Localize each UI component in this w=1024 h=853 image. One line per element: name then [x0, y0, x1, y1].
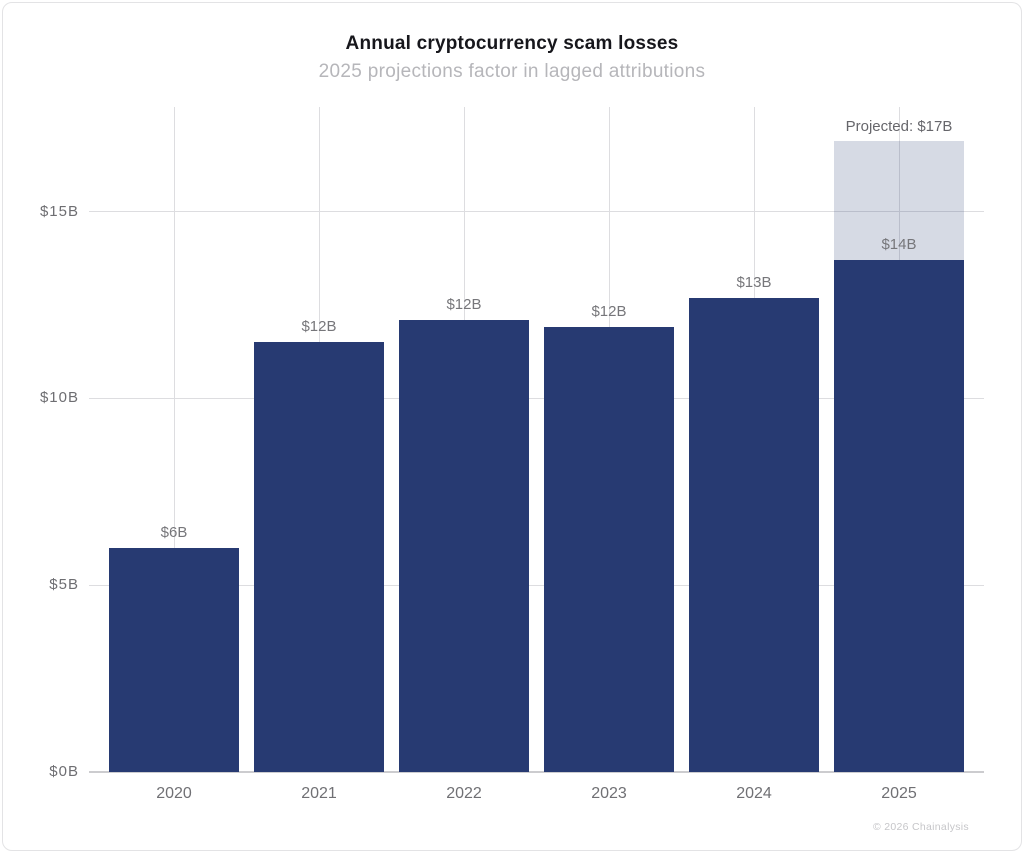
bar-value-label-2024: $13B	[736, 273, 772, 291]
bar-value-label-2025: $14B	[881, 236, 917, 254]
x-axis-label-2020: 2020	[156, 785, 192, 802]
bar-value-label-2023: $12B	[591, 303, 627, 321]
bar-2021	[254, 342, 384, 772]
projected-value-label: Projected: $17B	[845, 117, 953, 135]
y-gridline	[89, 211, 984, 213]
bar-value-label-2021: $12B	[301, 318, 337, 336]
bar-2023	[544, 327, 674, 772]
x-axis-label-2025: 2025	[881, 785, 917, 802]
bar-2025	[834, 260, 964, 772]
x-axis-line	[89, 771, 984, 773]
chart-title: Annual cryptocurrency scam losses	[345, 33, 679, 54]
bar-value-label-2020: $6B	[160, 523, 188, 541]
y-axis-tick-label: $0B	[49, 763, 79, 780]
x-axis-label-2023: 2023	[591, 785, 627, 802]
chart-subtitle: 2025 projections factor in lagged attrib…	[318, 61, 706, 82]
bar-chart-plot-area: $0B $5B $10B $15B $6B 2020 $12B 2021 $12B 2022 $12…	[3, 3, 1021, 850]
y-gridline	[89, 584, 984, 586]
x-axis-label-2022: 2022	[446, 785, 482, 802]
y-gridline	[89, 397, 984, 399]
bar-2024	[689, 297, 819, 772]
bar-2020	[109, 547, 239, 772]
x-axis-label-2024: 2024	[736, 785, 772, 802]
x-gridline	[173, 107, 175, 772]
x-axis-label-2021: 2021	[301, 785, 337, 802]
copyright-credit: © 2026 Chainalysis	[872, 821, 969, 833]
y-axis-tick-label: $15B	[39, 202, 79, 220]
y-axis-tick-label: $10B	[39, 389, 79, 407]
y-axis-tick-label: $5B	[49, 576, 79, 594]
bar-2022	[399, 319, 529, 772]
bar-value-label-2022: $12B	[446, 295, 482, 313]
